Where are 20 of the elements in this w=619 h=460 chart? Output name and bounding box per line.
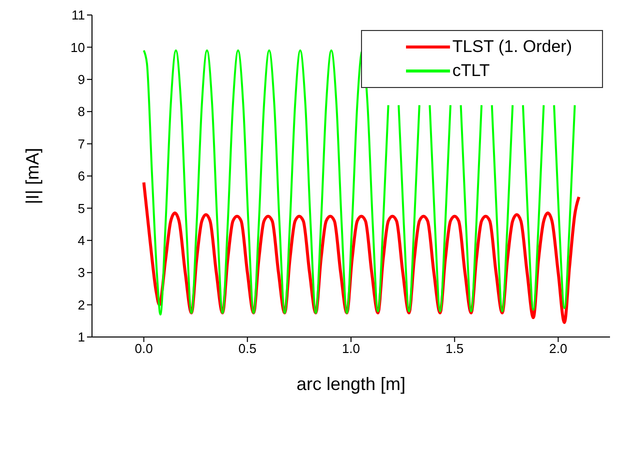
y-tick-label: 10 [70,40,85,55]
y-tick-label: 3 [78,265,85,280]
y-tick-label: 11 [72,8,85,23]
x-tick-label: 1.5 [446,341,464,356]
x-tick-label: 2.0 [549,341,568,356]
y-tick-label: 2 [78,297,85,312]
legend-label: cTLT [452,61,490,81]
x-tick-label: 1.0 [342,341,360,356]
y-tick-label: 1 [78,330,85,345]
x-tick-label: 0.0 [134,341,153,356]
y-tick-label: 5 [78,200,85,216]
y-tick-label: 7 [78,136,85,152]
y-tick-label: 6 [78,168,85,184]
y-axis-title: |I| [mA] [22,148,42,204]
legend-label: TLST (1. Order) [452,37,572,57]
y-tick-label: 4 [78,233,85,248]
x-axis-title: arc length [m] [296,374,406,394]
y-tick-label: 8 [78,104,85,120]
y-tick-label: 9 [78,72,85,88]
x-tick-label: 0.5 [238,341,256,356]
